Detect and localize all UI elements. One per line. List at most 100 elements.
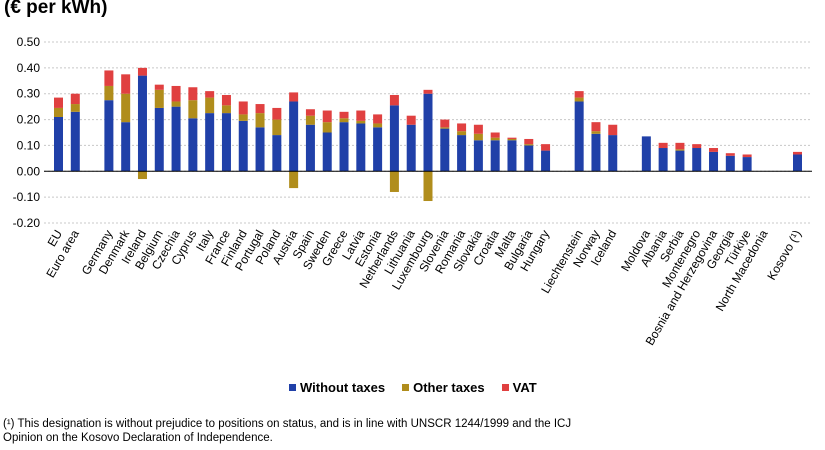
y-axis-ticks: 0.50 0.40 0.30 0.20 0.10 0.00 -0.10 -0.20	[13, 35, 41, 230]
bar-without-taxes	[221, 113, 231, 172]
bar-without-taxes	[339, 122, 349, 172]
bar-without-taxes	[457, 135, 467, 172]
bar-without-taxes	[238, 120, 248, 172]
bar-other-taxes	[322, 122, 332, 133]
bar-vat	[305, 109, 315, 116]
bar-without-taxes	[658, 148, 668, 172]
bar-without-taxes	[272, 135, 282, 172]
bar-other-taxes	[70, 104, 80, 112]
legend: Without taxes Other taxes VAT	[289, 378, 554, 396]
legend-swatch	[289, 383, 296, 391]
bar-without-taxes	[709, 151, 719, 172]
bar-vat	[457, 123, 467, 132]
bar-without-taxes	[70, 111, 80, 172]
bar-without-taxes	[423, 93, 433, 172]
bar-without-taxes	[188, 118, 198, 172]
bar-other-taxes	[473, 133, 483, 141]
bar-without-taxes	[692, 148, 702, 172]
bar-without-taxes	[473, 140, 483, 172]
bar-without-taxes	[373, 127, 383, 172]
bar-other-taxes	[154, 89, 164, 108]
unit-label: (€ per kWh)	[4, 0, 108, 18]
y-tick-label: 0.00	[17, 164, 41, 178]
y-tick-label: 0.50	[17, 35, 41, 49]
bar-other-taxes	[373, 123, 383, 128]
bar-vat	[574, 91, 584, 98]
legend-swatch	[402, 383, 410, 391]
bar-vat	[238, 101, 248, 115]
bar-vat	[104, 70, 114, 86]
bar-without-taxes	[389, 105, 399, 172]
footnote-line: (¹) This designation is without prejudic…	[3, 418, 572, 430]
bar-other-taxes	[490, 137, 500, 141]
bar-without-taxes	[524, 145, 534, 172]
bar-other-taxes	[238, 114, 248, 121]
y-tick-label: 0.40	[17, 61, 41, 75]
bar-other-taxes	[356, 120, 366, 124]
bar-vat	[322, 110, 332, 123]
bar-vat	[205, 91, 215, 98]
bar-other-taxes	[121, 93, 131, 123]
bar-without-taxes	[356, 123, 366, 172]
bar-vat	[675, 142, 685, 150]
bar-vat	[793, 151, 802, 155]
bar-other-taxes	[272, 119, 282, 136]
footnote-line: Opinion on the Kosovo Declaration of Ind…	[3, 432, 273, 444]
bar-vat	[440, 119, 450, 128]
bar-vat	[608, 124, 618, 136]
legend-item: Other taxes	[402, 380, 485, 395]
bar-without-taxes	[205, 113, 215, 172]
bar-vat	[658, 142, 668, 149]
bar-other-taxes	[507, 138, 517, 141]
bar-vat	[171, 85, 181, 102]
bar-without-taxes	[137, 75, 147, 172]
bar-vat	[289, 92, 299, 102]
bar-vat	[389, 95, 399, 106]
bar-vat	[524, 138, 534, 145]
legend-label: Without taxes	[300, 379, 386, 395]
bar-vat	[725, 153, 735, 156]
bar-without-taxes	[793, 154, 802, 172]
bar-without-taxes	[675, 150, 685, 172]
bar-without-taxes	[154, 107, 164, 172]
bar-vat	[692, 144, 702, 149]
bar-vat	[373, 114, 383, 124]
bar-other-taxes	[423, 171, 433, 202]
bar-without-taxes	[255, 127, 265, 172]
bar-vat	[221, 95, 231, 106]
bar-without-taxes	[507, 140, 517, 172]
bar-other-taxes	[389, 171, 399, 192]
bar-vat	[339, 111, 349, 119]
y-tick-label: 0.10	[17, 138, 41, 152]
bar-without-taxes	[742, 157, 752, 172]
bar-without-taxes	[289, 101, 299, 172]
bar-vat	[406, 115, 416, 125]
bar-other-taxes	[221, 105, 231, 114]
bar-other-taxes	[574, 97, 584, 102]
bar-vat	[154, 84, 164, 90]
bar-vat	[591, 122, 601, 132]
bar-without-taxes	[305, 124, 315, 172]
footnote: (¹) This designation is without prejudic…	[3, 417, 803, 445]
y-tick-label: 0.20	[17, 113, 41, 127]
bar-other-taxes	[54, 107, 63, 117]
bar-vat	[188, 87, 198, 101]
bar-without-taxes	[54, 116, 63, 172]
bar-other-taxes	[104, 85, 114, 101]
bars	[54, 67, 802, 202]
bar-other-taxes	[255, 113, 265, 128]
y-tick-label: -0.10	[13, 190, 41, 204]
bar-other-taxes	[137, 171, 147, 180]
legend-label: VAT	[512, 379, 537, 395]
bar-vat	[490, 132, 500, 138]
bar-vat	[121, 74, 131, 94]
bar-other-taxes	[591, 131, 601, 134]
bar-without-taxes	[641, 136, 651, 172]
bar-other-taxes	[205, 97, 215, 114]
x-tick-label: Kosovo (¹)	[764, 228, 804, 283]
bar-other-taxes	[524, 144, 534, 146]
legend-item: Without taxes	[289, 380, 385, 395]
bar-vat	[255, 104, 265, 114]
bar-other-taxes	[675, 149, 685, 151]
